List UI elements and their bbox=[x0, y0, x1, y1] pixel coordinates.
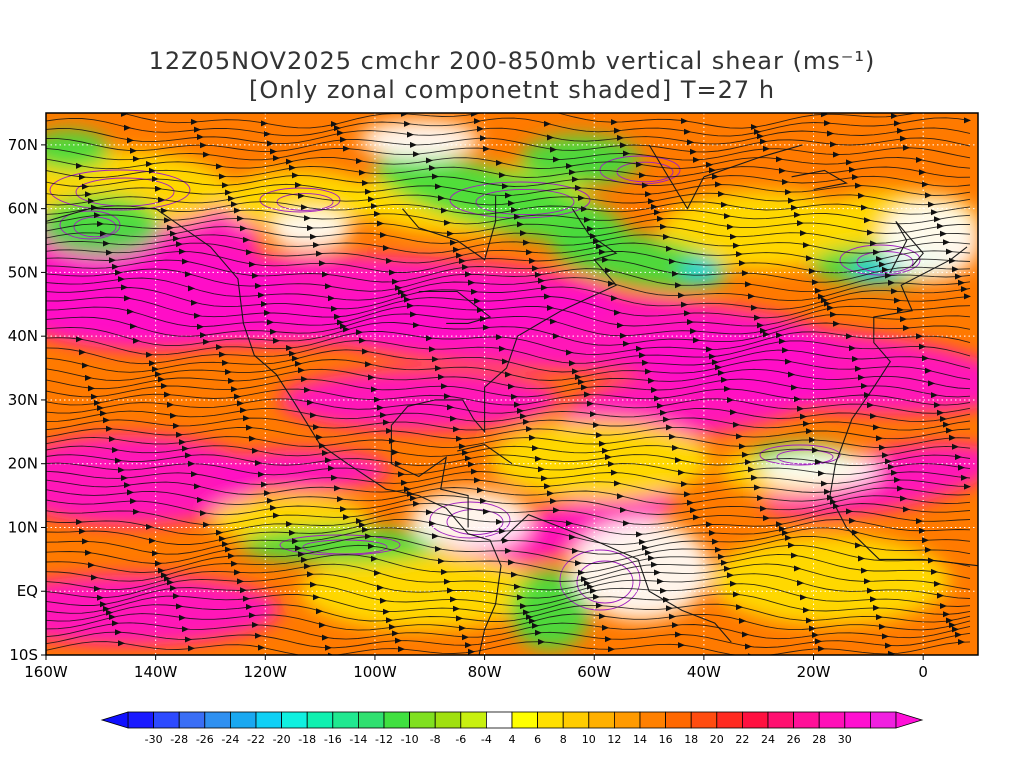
lat-label: 10N bbox=[8, 518, 38, 536]
lon-label: 120W bbox=[244, 663, 288, 681]
colorbar-label: -10 bbox=[401, 733, 419, 746]
colorbar-label: -12 bbox=[375, 733, 393, 746]
colorbar-swatch bbox=[639, 711, 667, 729]
colorbar-label: 6 bbox=[534, 733, 541, 746]
colorbar-swatch bbox=[690, 711, 718, 729]
colorbar-swatch bbox=[178, 711, 206, 729]
colorbar-label: 18 bbox=[684, 733, 698, 746]
colorbar-label: -30 bbox=[145, 733, 163, 746]
colorbar-label: 26 bbox=[787, 733, 801, 746]
latitude-axis: 70N 60N 50N 40N 30N 20N 10N EQ 10S bbox=[8, 136, 46, 664]
lat-label: 40N bbox=[8, 327, 38, 345]
lon-label: 100W bbox=[353, 663, 397, 681]
shear-field bbox=[46, 113, 978, 655]
colorbar-swatch bbox=[357, 711, 385, 729]
colorbar-label: -28 bbox=[170, 733, 188, 746]
lon-label: 140W bbox=[134, 663, 178, 681]
colorbar-swatch bbox=[153, 711, 180, 729]
colorbar-swatch bbox=[255, 711, 283, 729]
colorbar-label: -22 bbox=[247, 733, 265, 746]
colorbar-swatch bbox=[665, 711, 692, 729]
colorbar-label: 24 bbox=[761, 733, 775, 746]
colorbar-swatch bbox=[306, 711, 334, 729]
colorbar-swatch bbox=[460, 711, 487, 729]
colorbar-label: 30 bbox=[838, 733, 852, 746]
lat-label: 60N bbox=[8, 200, 38, 218]
chart-title-line1: 12Z05NOV2025 cmchr 200-850mb vertical sh… bbox=[148, 47, 876, 75]
colorbar-swatch bbox=[614, 711, 641, 729]
lat-label: 20N bbox=[8, 455, 38, 473]
lon-label: 160W bbox=[24, 663, 68, 681]
colorbar-label: 4 bbox=[509, 733, 516, 746]
lon-label: 60W bbox=[577, 663, 611, 681]
colorbar-swatch bbox=[127, 711, 155, 729]
colorbar-label: 28 bbox=[812, 733, 826, 746]
colorbar-swatch bbox=[511, 711, 539, 729]
colorbar-label: -16 bbox=[324, 733, 342, 746]
colorbar-swatch bbox=[537, 711, 564, 729]
lon-label: 20W bbox=[797, 663, 831, 681]
colorbar-swatch bbox=[434, 711, 462, 729]
colorbar-label: -8 bbox=[430, 733, 441, 746]
colorbar-label: 10 bbox=[582, 733, 596, 746]
colorbar-label: -14 bbox=[349, 733, 367, 746]
colorbar-swatch bbox=[383, 711, 411, 729]
lat-label: EQ bbox=[17, 582, 38, 600]
colorbar-label: -26 bbox=[196, 733, 214, 746]
lon-label: 80W bbox=[468, 663, 502, 681]
lon-label: 0 bbox=[918, 663, 928, 681]
colorbar-label: 20 bbox=[710, 733, 724, 746]
colorbar-swatch bbox=[742, 711, 769, 729]
colorbar-label: -4 bbox=[481, 733, 492, 746]
colorbar-high-arrow bbox=[895, 711, 924, 729]
colorbar-label: 8 bbox=[560, 733, 567, 746]
colorbar-label: -20 bbox=[273, 733, 291, 746]
colorbar-swatch bbox=[281, 711, 308, 729]
lat-lon-grid bbox=[46, 113, 978, 655]
colorbar-low-arrow bbox=[100, 711, 129, 729]
colorbar-swatch bbox=[229, 711, 257, 729]
colorbar-swatch bbox=[818, 711, 846, 729]
colorbar-label: 12 bbox=[607, 733, 621, 746]
colorbar-label: 16 bbox=[659, 733, 673, 746]
colorbar-swatch bbox=[332, 711, 359, 729]
colorbar-swatch bbox=[204, 711, 231, 729]
colorbar-swatch bbox=[793, 711, 820, 729]
lat-label: 70N bbox=[8, 136, 38, 154]
streamlines bbox=[46, 113, 971, 655]
map-frame bbox=[45, 112, 979, 656]
lat-label: 50N bbox=[8, 263, 38, 281]
colorbar: -30 -28 -26 -24 -22 -20 -18 -16 -14 -12 -10 -8 -6 -4 4… bbox=[100, 711, 924, 746]
lat-label: 10S bbox=[9, 646, 38, 664]
colorbar-swatch bbox=[716, 711, 743, 729]
chart-title-line2: [Only zonal componetnt shaded] T=27 h bbox=[248, 76, 776, 104]
colorbar-swatch bbox=[562, 711, 590, 729]
colorbar-label: -6 bbox=[455, 733, 466, 746]
lat-label: 30N bbox=[8, 391, 38, 409]
colorbar-label: -18 bbox=[298, 733, 316, 746]
colorbar-swatch bbox=[409, 711, 436, 729]
longitude-axis: 160W 140W 120W 100W 80W 60W 40W 20W 0 bbox=[24, 655, 928, 681]
colorbar-label: -24 bbox=[221, 733, 239, 746]
lon-label: 40W bbox=[687, 663, 721, 681]
colorbar-swatch bbox=[588, 711, 615, 729]
colorbar-swatch bbox=[767, 711, 795, 729]
colorbar-swatch bbox=[844, 711, 871, 729]
colorbar-swatch bbox=[870, 711, 897, 729]
colorbar-label: 14 bbox=[633, 733, 647, 746]
colorbar-label: 22 bbox=[735, 733, 749, 746]
colorbar-swatch bbox=[485, 711, 513, 729]
